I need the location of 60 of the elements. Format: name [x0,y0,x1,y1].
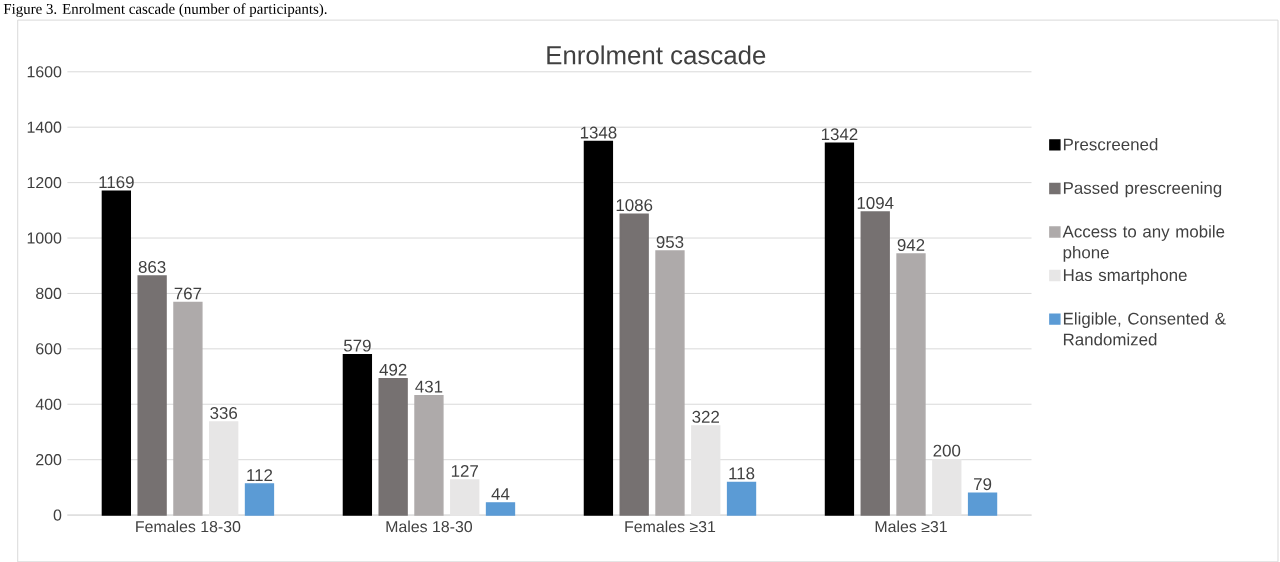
bar [414,394,444,516]
y-tick-label: 400 [35,398,62,410]
data-label: 942 [897,238,925,251]
y-tick-label: 0 [53,509,62,521]
chart-title: Enrolment cascade [547,45,766,65]
bar [485,502,516,516]
bar [860,211,890,516]
data-label: 863 [138,260,166,273]
data-label: 79 [974,478,992,490]
legend-label: Access to any mobile phone [1062,225,1225,262]
legend-label: Has smartphone [1063,268,1187,285]
x-tick-label: Males ≥31 [875,520,947,533]
y-tick-label: 600 [36,343,62,355]
y-tick-label: 200 [36,453,62,466]
bar [137,275,167,516]
bar [583,140,614,516]
data-label: 492 [379,363,407,376]
data-label: 118 [729,467,755,480]
y-tick-label: 1200 [27,176,62,189]
bar [896,253,926,516]
y-tick-label: 800 [36,287,62,299]
data-label: 44 [491,488,510,500]
data-label: 579 [343,339,371,352]
x-tick-label: Females 18-30 [136,520,241,533]
data-label: 127 [451,464,478,477]
data-label: 112 [247,469,273,481]
data-label: 1169 [99,176,134,188]
legend-label: Eligible, Consented & Randomized [1063,312,1226,346]
bar [342,353,373,516]
data-label: 1086 [616,199,653,211]
data-label: 953 [656,235,684,248]
bar [932,458,962,516]
bar [619,213,649,516]
data-label: 767 [174,287,202,300]
bar [691,424,721,516]
data-label: 200 [933,444,961,457]
bar [726,481,757,516]
data-label: 1342 [821,128,858,141]
data-label: 431 [415,380,443,393]
data-label: 336 [210,406,238,419]
x-tick-label: Males 18-30 [386,520,473,533]
y-tick-label: 1400 [27,121,62,133]
legend-label: Passed prescreening [1063,181,1222,198]
bar [209,421,239,516]
caption: Figure 3. Enrolment cascade (number of participants). [3,3,327,17]
bar [101,190,132,516]
data-label: 1094 [857,196,894,209]
bar [244,483,275,516]
legend-label: Prescreened [1063,137,1158,151]
y-tick-label: 1600 [27,66,62,78]
x-tick-label: Females ≥31 [625,520,716,533]
y-tick-label: 1000 [27,232,62,244]
bar [655,250,685,516]
bar [450,479,480,516]
bar [967,492,998,516]
data-label: 322 [692,410,719,423]
bar [824,142,855,516]
bar [173,301,203,516]
data-label: 1348 [580,126,617,139]
bar [378,377,408,516]
